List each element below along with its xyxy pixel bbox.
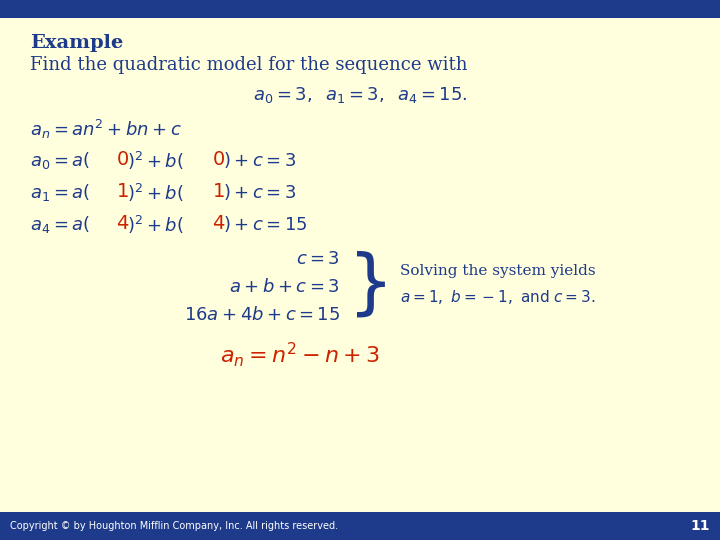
Text: Copyright © by Houghton Mifflin Company, Inc. All rights reserved.: Copyright © by Houghton Mifflin Company,… <box>10 521 338 531</box>
Text: $) + c = 15$: $) + c = 15$ <box>223 214 307 234</box>
Text: Find the quadratic model for the sequence with: Find the quadratic model for the sequenc… <box>30 56 467 74</box>
Text: $a + b + c = 3$: $a + b + c = 3$ <box>230 278 340 296</box>
Text: $1$: $1$ <box>212 182 225 201</box>
Text: $)^2 + b($: $)^2 + b($ <box>127 150 184 172</box>
Text: $) + c = 3$: $) + c = 3$ <box>223 150 296 170</box>
Text: $4$: $4$ <box>212 214 225 233</box>
Text: $a_0 = 3, \;\; a_1 = 3, \;\; a_4 = 15.$: $a_0 = 3, \;\; a_1 = 3, \;\; a_4 = 15.$ <box>253 85 467 105</box>
Bar <box>0 0 720 18</box>
Text: $)^2 + b($: $)^2 + b($ <box>127 182 184 204</box>
Bar <box>0 512 720 540</box>
Text: Solving the system yields: Solving the system yields <box>400 264 595 278</box>
Text: $0$: $0$ <box>212 150 225 169</box>
Text: $a_1 = a($: $a_1 = a($ <box>30 182 90 203</box>
Text: $16a + 4b + c = 15$: $16a + 4b + c = 15$ <box>184 306 340 324</box>
Text: $a = 1,\ b = -1,$$ \text{ and } c = 3.$: $a = 1,\ b = -1,$$ \text{ and } c = 3.$ <box>400 288 595 306</box>
Text: $c = 3$: $c = 3$ <box>296 250 340 268</box>
Text: }: } <box>348 251 394 320</box>
Text: $a_0 = a($: $a_0 = a($ <box>30 150 90 171</box>
Text: 11: 11 <box>690 519 710 533</box>
Text: :: : <box>112 34 119 52</box>
Text: $) + c = 3$: $) + c = 3$ <box>223 182 296 202</box>
Text: $a_4 = a($: $a_4 = a($ <box>30 214 90 235</box>
Text: $1$: $1$ <box>116 182 129 201</box>
Text: $4$: $4$ <box>116 214 130 233</box>
Text: $0$: $0$ <box>116 150 129 169</box>
Text: $a_n = n^2 - n + 3$: $a_n = n^2 - n + 3$ <box>220 340 380 369</box>
Text: Example: Example <box>30 34 123 52</box>
Text: $a_n = an^2 + bn + c$: $a_n = an^2 + bn + c$ <box>30 118 182 141</box>
Text: $)^2 + b($: $)^2 + b($ <box>127 214 184 236</box>
